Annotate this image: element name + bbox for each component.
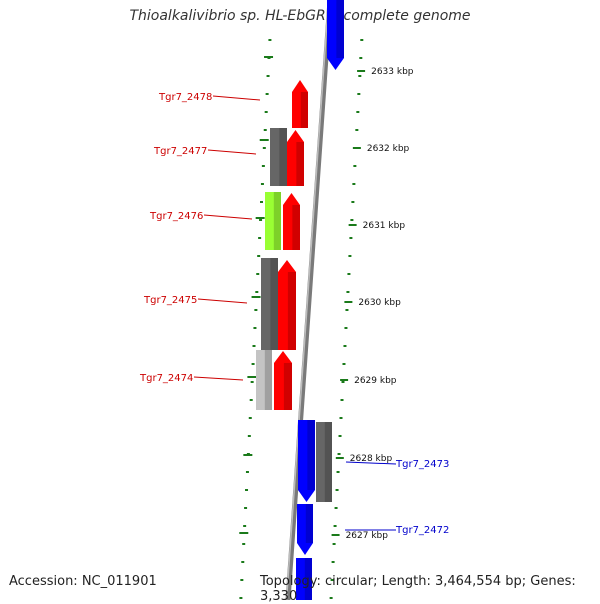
gene-red-2476-body <box>283 193 300 250</box>
gene-red-2475-body <box>278 260 296 350</box>
gene-red-2474-shade <box>283 363 292 410</box>
gene-label-left[interactable]: Tgr7_2478 <box>158 92 212 103</box>
tick-dots <box>239 39 364 599</box>
gene-red-2478-body <box>292 80 308 128</box>
gene-lightgray-2474 <box>256 350 272 410</box>
gene-gray-2475-shade <box>270 258 278 350</box>
gene-blue-bottom-shade <box>304 558 312 600</box>
scale-label: 2630 kbp <box>358 298 401 308</box>
gene-blue-2473-shade <box>307 420 315 490</box>
gene-gray-2477-shade <box>279 128 287 186</box>
gene-red-2474-body <box>274 351 292 410</box>
scale-label: 2627 kbp <box>346 531 389 541</box>
scale-label: 2633 kbp <box>371 67 414 77</box>
scale-label: 2629 kbp <box>354 376 397 386</box>
gene-gray-2477 <box>270 128 287 186</box>
gene-gray-2477-body <box>270 128 287 186</box>
gene-label-left[interactable]: Tgr7_2474 <box>139 373 193 384</box>
gene-red-2478 <box>292 80 308 128</box>
gene-lime-2476-body <box>265 192 281 250</box>
genome-title: Thioalkalivibrio sp. HL-EbGR7, complete … <box>129 8 471 24</box>
gene-blue-top <box>327 0 344 70</box>
gene-gray-2473 <box>316 422 332 502</box>
gene-lightgray-2474-body <box>256 350 272 410</box>
scale-label: 2628 kbp <box>350 454 393 464</box>
gene-lime-2476 <box>265 192 281 250</box>
gene-label-left[interactable]: Tgr7_2477 <box>153 146 207 157</box>
gene-blue-bottom <box>296 558 312 600</box>
gene-gray-2473-shade <box>324 422 332 502</box>
gene-red-2475 <box>278 260 296 350</box>
gene-gray-2475 <box>261 258 278 350</box>
accession-text: Accession: NC_011901 <box>9 574 157 589</box>
scale-label: 2631 kbp <box>363 221 406 231</box>
gene-gray-2475-body <box>261 258 278 350</box>
gene-red-2477 <box>287 130 304 186</box>
gene-red-2476 <box>283 193 300 250</box>
gene-red-2477-shade <box>296 142 304 186</box>
leader-line-left <box>197 298 248 304</box>
gene-label-right[interactable]: Tgr7_2472 <box>395 525 449 536</box>
labels: 2633 kbp 2632 kbp 2631 kbp 2630 kbp 2629 kbp… <box>139 67 449 541</box>
gene-gray-2473-body <box>316 422 332 502</box>
gene-lightgray-2474-shade <box>264 350 272 410</box>
gene-blue-2473 <box>298 420 315 502</box>
gene-label-left[interactable]: Tgr7_2475 <box>143 295 197 306</box>
gene-blue-2472-shade <box>305 504 313 543</box>
gene-red-2478-shade <box>300 92 308 128</box>
gene-blue-2472 <box>297 504 313 555</box>
leader-line-left <box>212 95 261 101</box>
gene-label-left[interactable]: Tgr7_2476 <box>149 211 203 222</box>
gene-features <box>256 0 344 600</box>
gene-blue-2472-body <box>297 504 313 555</box>
gene-blue-top-body <box>327 0 344 70</box>
leader-line-left <box>193 376 244 381</box>
leader-line-left <box>207 149 257 155</box>
leader-line-left <box>203 214 253 220</box>
gene-red-2474 <box>274 351 292 410</box>
gene-red-2475-shade <box>287 272 296 350</box>
gene-blue-top-shade <box>336 0 344 58</box>
gene-red-2477-body <box>287 130 304 186</box>
backbone-highlight <box>285 0 330 600</box>
gene-label-right[interactable]: Tgr7_2473 <box>395 459 449 470</box>
leader-line-right <box>345 461 397 465</box>
gene-blue-bottom-body <box>296 558 312 600</box>
scale-label: 2632 kbp <box>367 144 410 154</box>
backbone <box>285 0 333 600</box>
gene-red-2476-shade <box>292 205 300 250</box>
gene-lime-2476-shade <box>273 192 281 250</box>
backbone-track <box>285 0 333 600</box>
gene-blue-2473-body <box>298 420 315 502</box>
